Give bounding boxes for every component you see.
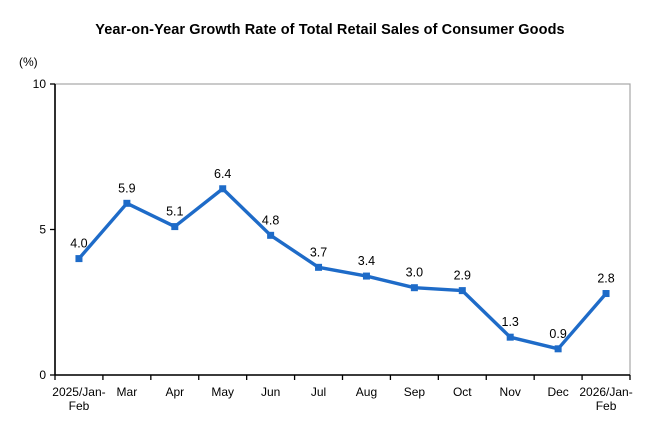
data-point-label: 3.0 <box>406 266 423 280</box>
data-point-label: 3.7 <box>310 245 327 259</box>
data-point-label: 4.0 <box>70 237 87 251</box>
x-tick-label: Jun <box>261 385 280 399</box>
x-tick-label: 2026/Jan-Feb <box>579 385 632 413</box>
x-tick-label: Mar <box>117 385 138 399</box>
x-tick-label: Apr <box>165 385 184 399</box>
data-point-marker <box>458 287 466 295</box>
data-point-label: 2.8 <box>597 272 614 286</box>
x-tick-label: May <box>211 385 234 399</box>
y-axis-unit-label: (%) <box>19 55 38 69</box>
y-tick-label: 0 <box>39 368 46 382</box>
data-point-label: 0.9 <box>549 327 566 341</box>
x-tick-label: Sep <box>404 385 426 399</box>
data-point-marker <box>75 255 83 263</box>
data-point-label: 5.9 <box>118 181 135 195</box>
x-tick-label: Nov <box>500 385 521 399</box>
data-point-marker <box>123 199 131 207</box>
data-point-label: 2.9 <box>454 269 471 283</box>
x-tick-label: Oct <box>453 385 472 399</box>
x-tick-label: Dec <box>547 385 568 399</box>
data-point-marker <box>554 345 562 353</box>
plot-border <box>54 83 631 376</box>
data-point-label: 3.4 <box>358 254 375 268</box>
series-line <box>77 187 608 351</box>
y-tick-label: 10 <box>33 77 47 91</box>
data-point-marker <box>602 290 610 298</box>
data-point-label: 6.4 <box>214 167 231 181</box>
data-point-marker <box>219 185 227 193</box>
data-point-label: 1.3 <box>502 315 519 329</box>
data-point-marker <box>171 223 179 231</box>
data-point-marker <box>267 231 275 239</box>
x-tick-label: Aug <box>356 385 377 399</box>
x-tick-label: Jul <box>311 385 326 399</box>
y-tick-label: 5 <box>39 223 46 237</box>
data-point-marker <box>410 284 418 292</box>
data-point-label: 5.1 <box>166 205 183 219</box>
data-point-marker <box>506 333 514 341</box>
data-point-label: 4.8 <box>262 213 279 227</box>
x-tick-label: 2025/Jan-Feb <box>52 385 105 413</box>
chart-title: Year-on-Year Growth Rate of Total Retail… <box>95 22 565 38</box>
data-point-marker <box>362 272 370 280</box>
data-point-marker <box>315 263 323 271</box>
